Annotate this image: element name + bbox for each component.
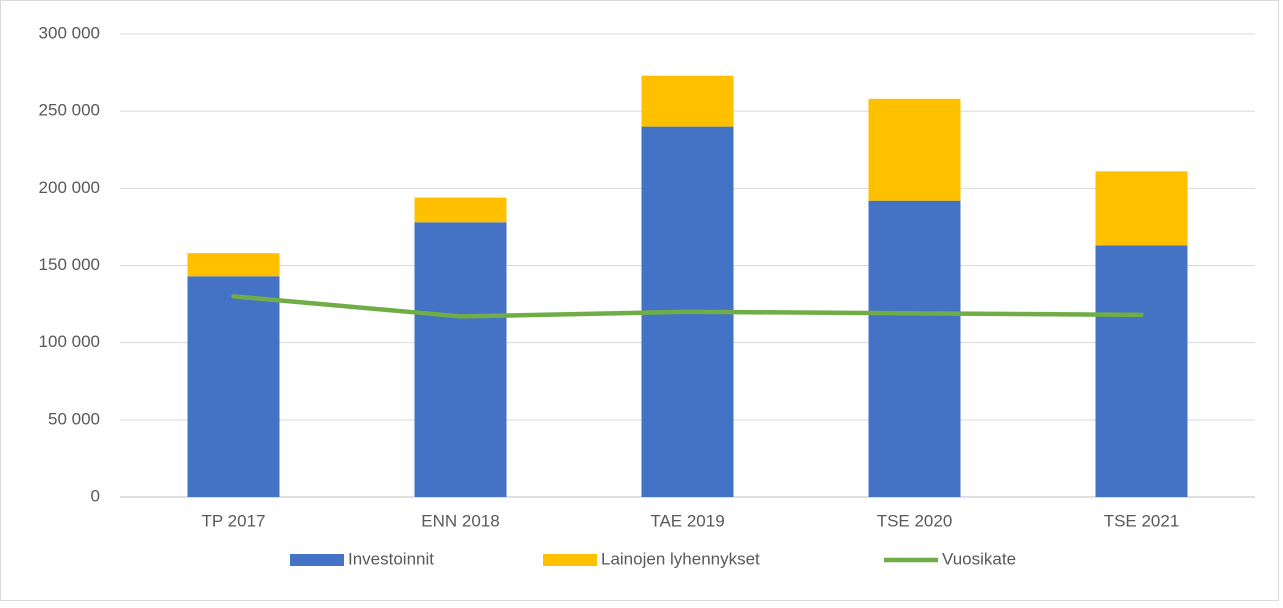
y-tick-label: 300 000 <box>39 23 100 42</box>
legend-label: Vuosikate <box>942 549 1016 568</box>
x-tick-label: TAE 2019 <box>650 511 724 530</box>
bar <box>641 75 734 127</box>
bar <box>414 222 507 497</box>
bar <box>187 253 280 277</box>
bar <box>1095 245 1188 497</box>
bar <box>868 98 961 201</box>
y-tick-label: 150 000 <box>39 255 100 274</box>
bar <box>187 276 280 497</box>
legend-label: Lainojen lyhennykset <box>601 549 760 568</box>
bar <box>868 200 961 497</box>
legend-swatch <box>543 554 597 566</box>
x-tick-label: TSE 2021 <box>1104 511 1180 530</box>
y-tick-label: 200 000 <box>39 178 100 197</box>
legend-label: Investoinnit <box>348 549 434 568</box>
y-tick-label: 100 000 <box>39 332 100 351</box>
y-tick-label: 50 000 <box>48 409 100 428</box>
y-tick-label: 250 000 <box>39 101 100 120</box>
legend-swatch <box>290 554 344 566</box>
x-tick-label: ENN 2018 <box>421 511 499 530</box>
bar <box>1095 171 1188 246</box>
y-tick-label: 0 <box>91 486 100 505</box>
x-tick-label: TSE 2020 <box>877 511 953 530</box>
line <box>231 294 1144 319</box>
bar <box>414 197 507 223</box>
x-tick-label: TP 2017 <box>202 511 266 530</box>
